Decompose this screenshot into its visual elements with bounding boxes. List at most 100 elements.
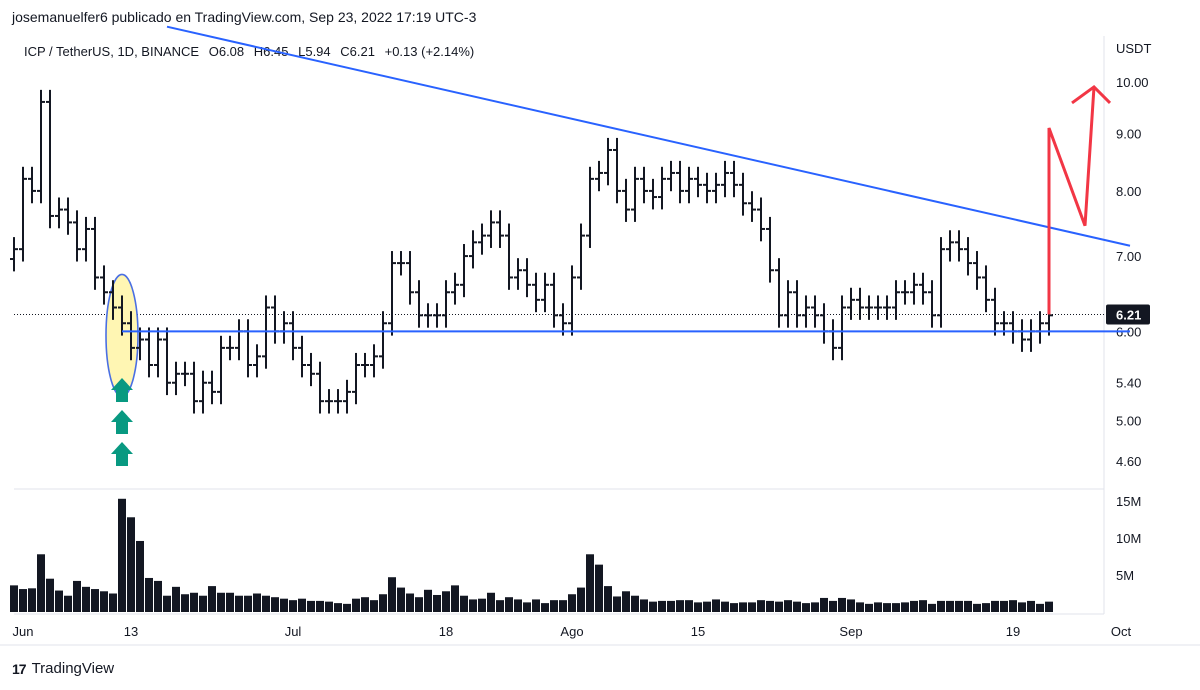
price-tick-label: 8.00 xyxy=(1116,184,1141,199)
ohlc-bar xyxy=(757,197,765,242)
volume-bars xyxy=(10,498,1053,612)
volume-bar xyxy=(757,600,765,612)
volume-bar xyxy=(604,586,612,612)
ohlc-bar xyxy=(325,389,333,414)
volume-bar xyxy=(532,599,540,612)
volume-bar xyxy=(397,587,405,612)
time-tick-label: 18 xyxy=(439,624,453,639)
ohlc-bar xyxy=(469,230,477,269)
volume-bar xyxy=(55,590,63,612)
volume-bar xyxy=(964,600,972,612)
volume-bar xyxy=(298,598,306,612)
volume-bar xyxy=(883,603,891,612)
volume-bar xyxy=(910,600,918,612)
ohlc-bar xyxy=(613,137,621,204)
ohlc-bar xyxy=(595,160,603,192)
volume-bar xyxy=(460,595,468,612)
volume-bar xyxy=(829,600,837,612)
ohlc-bar xyxy=(1027,319,1035,352)
ohlc-bar xyxy=(190,361,198,414)
ohlc-bar xyxy=(874,295,882,320)
volume-bar xyxy=(262,595,270,612)
volume-bar xyxy=(775,601,783,612)
price-axis[interactable]: 10.009.008.007.006.005.405.004.60 xyxy=(1116,75,1149,469)
volume-bar xyxy=(514,599,522,612)
time-axis[interactable]: Jun 13 Jul 18 Ago 15 Sep 19 Oct xyxy=(13,624,1132,639)
ohlc-bar xyxy=(460,244,468,298)
ohlc-bar xyxy=(784,280,792,328)
ohlc-bar xyxy=(505,223,513,290)
ohlc-bar xyxy=(919,272,927,305)
ohlc-bar xyxy=(199,370,207,414)
ohlc-bar xyxy=(964,237,972,276)
volume-bar xyxy=(703,601,711,612)
volume-bar xyxy=(424,589,432,612)
volume-bar xyxy=(1018,602,1026,612)
volume-bar xyxy=(946,600,954,612)
ohlc-bar xyxy=(730,160,738,198)
volume-bar xyxy=(37,554,45,612)
volume-bar xyxy=(649,601,657,612)
volume-bar xyxy=(433,594,441,612)
volume-bar xyxy=(973,603,981,612)
time-tick-label: Jul xyxy=(285,624,302,639)
up-arrows xyxy=(111,378,133,466)
ohlc-bar xyxy=(640,166,648,204)
ohlc-bar xyxy=(451,272,459,305)
ohlc-bar xyxy=(64,197,72,235)
projection-path xyxy=(1047,86,1096,315)
volume-bar xyxy=(199,595,207,612)
ohlc-bar xyxy=(1009,311,1017,344)
last-price-tag-text: 6.21 xyxy=(1116,308,1141,323)
ohlc-bar xyxy=(307,352,315,387)
ohlc-bar xyxy=(586,166,594,248)
ohlc-bar xyxy=(577,223,585,290)
ohlc-bar xyxy=(379,311,387,369)
volume-bar xyxy=(73,580,81,612)
time-tick-label: 19 xyxy=(1006,624,1020,639)
ohlc-bar xyxy=(37,89,45,204)
projection-arrowhead xyxy=(1071,84,1112,105)
volume-bar xyxy=(253,593,261,612)
ohlc-bar xyxy=(856,287,864,320)
volume-bar xyxy=(46,578,54,612)
ohlc-bar xyxy=(703,172,711,204)
ohlc-bar xyxy=(883,295,891,320)
ohlc-bar xyxy=(667,160,675,192)
volume-bar xyxy=(1027,600,1035,612)
ohlc-bar xyxy=(361,352,369,378)
volume-bar xyxy=(127,517,135,612)
volume-bar xyxy=(19,589,27,612)
ohlc-bar xyxy=(10,237,18,272)
ohlc-change: +0.13 (+2.14%) xyxy=(385,44,475,59)
ohlc-bar xyxy=(352,352,360,405)
volume-bar xyxy=(811,602,819,612)
volume-bar xyxy=(919,600,927,612)
volume-bar xyxy=(100,591,108,612)
volume-bar xyxy=(487,592,495,612)
volume-bar xyxy=(64,595,72,612)
ohlc-bar xyxy=(928,280,936,328)
price-unit-label: USDT xyxy=(1116,41,1151,56)
ohlc-bar xyxy=(334,389,342,414)
time-tick-label: Ago xyxy=(560,624,583,639)
last-price-tag-bg xyxy=(1106,304,1150,325)
volume-bar xyxy=(550,600,558,612)
volume-bar xyxy=(631,595,639,612)
ohlc-bar xyxy=(1018,319,1026,352)
volume-bar xyxy=(658,600,666,612)
time-tick-label: 13 xyxy=(124,624,138,639)
volume-bar xyxy=(577,587,585,612)
ohlc-bar xyxy=(811,295,819,328)
ohlc-bar xyxy=(478,223,486,255)
ohlc-bar xyxy=(901,280,909,305)
ohlc-bar xyxy=(946,230,954,262)
ohlc-bar xyxy=(280,311,288,344)
volume-bar xyxy=(856,602,864,612)
up-arrow-icon xyxy=(111,410,133,434)
volume-bar xyxy=(928,603,936,612)
volume-bar xyxy=(208,586,216,612)
ohlc-bar xyxy=(100,265,108,305)
volume-bar xyxy=(1009,600,1017,612)
